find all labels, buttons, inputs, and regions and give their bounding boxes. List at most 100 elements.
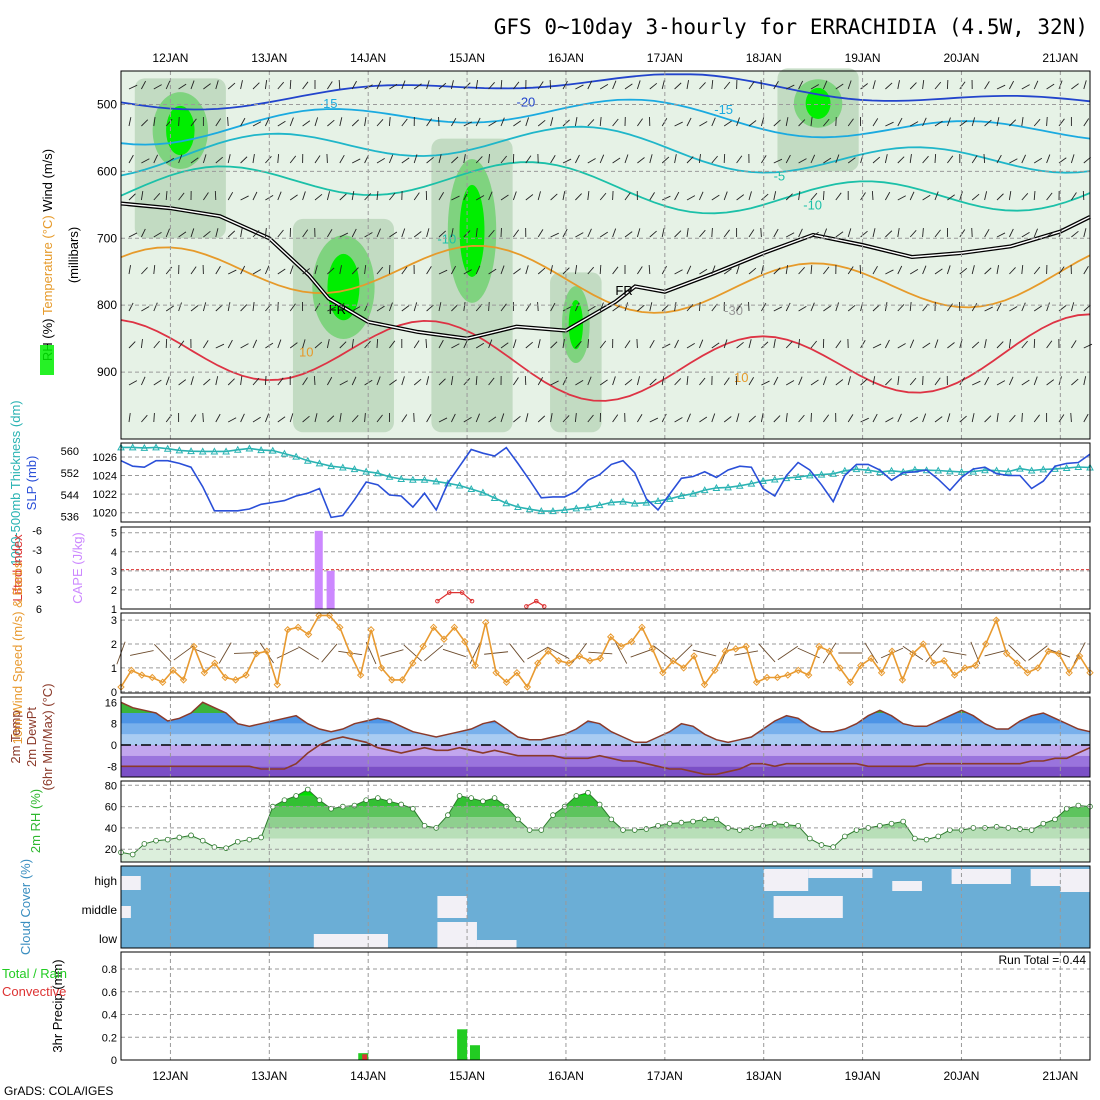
precip-ytick-4: 0.8 — [102, 964, 117, 976]
wind-barb — [736, 155, 743, 164]
wind-barb — [141, 158, 150, 164]
wind-barb — [686, 228, 689, 238]
wind-barb — [860, 230, 868, 238]
wind-barb — [140, 339, 143, 349]
wind-speed-point — [857, 661, 865, 670]
rh-point — [585, 789, 591, 796]
rh-point — [690, 818, 696, 825]
wind-barb — [686, 304, 694, 312]
wind-barb — [339, 117, 343, 127]
slp-frame — [120, 442, 1091, 523]
thickness-point — [689, 489, 697, 497]
cloud-ylabel-text: Cloud Cover (%) — [18, 859, 33, 955]
wind-barb — [488, 120, 497, 127]
cloud-clear-5 — [1060, 869, 1090, 892]
wind-barb — [723, 268, 732, 275]
wind-barb — [636, 80, 641, 90]
wind-barb — [525, 413, 529, 423]
wind-speed-point — [284, 626, 292, 634]
wind-barb — [822, 190, 825, 201]
wind-barb — [1021, 379, 1030, 386]
wind-barb — [1046, 231, 1055, 238]
wind-barb — [847, 157, 856, 164]
precip-total-bar-1 — [457, 1029, 468, 1060]
wind-barb — [1021, 340, 1028, 349]
wind-barb — [835, 83, 844, 90]
wind-barb — [847, 80, 852, 90]
temp-band-2 — [121, 745, 1090, 756]
wind-speed-point — [513, 668, 521, 677]
wind-barb — [984, 81, 990, 90]
cape-ytick-1: 2 — [111, 585, 117, 597]
wind-barb — [227, 191, 234, 201]
wind-speed-point — [669, 657, 677, 665]
rh-point — [1017, 826, 1023, 832]
wind-barb — [823, 305, 832, 312]
top-xtick-5: 17JAN — [647, 51, 683, 65]
wind-barb — [227, 230, 236, 238]
wind-barb — [413, 192, 420, 201]
wind-barb — [773, 415, 781, 423]
wind-barb — [215, 118, 222, 127]
wind-barb — [773, 306, 783, 312]
wind-barb — [637, 118, 643, 127]
wind-speed-point — [846, 678, 855, 686]
bottom-xtick-3: 15JAN — [449, 1069, 485, 1083]
thickness-point — [362, 467, 371, 475]
thickness-point — [549, 507, 557, 515]
slp-panel-bg — [121, 443, 1090, 522]
wind-barb — [327, 306, 336, 312]
wind-speed-point — [794, 666, 802, 675]
wind-barb — [996, 154, 1002, 164]
wind-barb — [872, 376, 876, 386]
cloud-panel: high middle low Cloud Cover (%) — [18, 859, 1091, 955]
wind-barb — [500, 194, 509, 201]
wind-barb — [488, 229, 495, 238]
slp-panel: 1020 1022 1024 1026 536 544 552 560 1000-500mb T… — [8, 400, 1094, 566]
wind-barb — [190, 305, 199, 312]
wind-barb — [860, 378, 868, 386]
rh-point — [666, 820, 673, 827]
wind-speed-point — [1055, 649, 1063, 658]
wind-barb — [537, 301, 539, 312]
wind-barb — [699, 229, 706, 238]
wind-barb — [500, 117, 505, 127]
wind-barb — [525, 117, 530, 127]
precip-ytick-1: 0.2 — [102, 1032, 117, 1044]
wind-barb — [1021, 154, 1027, 164]
wind-barb — [810, 302, 815, 312]
wind-barb — [562, 306, 572, 312]
wind-barb — [451, 265, 457, 275]
thickness-point — [163, 444, 172, 452]
wind-speed-point — [1013, 659, 1021, 667]
wind-barb — [884, 302, 888, 312]
wind-barb — [128, 84, 138, 90]
wind-barb — [203, 378, 211, 386]
wind-barb — [587, 305, 596, 312]
wind-barb — [376, 338, 379, 349]
wind-barb — [537, 415, 546, 423]
wind-barb — [1033, 266, 1041, 275]
temp-ylabel: 2m Temp 2m DewPt (6hr Min/Max) (°C) — [8, 683, 55, 790]
wind-barb — [413, 302, 418, 312]
wind-barb — [500, 155, 508, 164]
wind-speed-point — [752, 678, 761, 686]
wind-barb — [786, 84, 795, 90]
wind-barb — [823, 118, 830, 127]
wind-speed-point — [888, 647, 896, 655]
wind-barb — [227, 417, 237, 423]
wind-speed-point — [679, 664, 688, 672]
wind-barb — [475, 156, 483, 164]
wind-barb-10m — [130, 650, 154, 656]
wind-barb — [351, 158, 361, 164]
wind-barb — [425, 338, 428, 349]
cloud-clear-12 — [121, 876, 141, 890]
wind-barb — [426, 376, 430, 386]
wind-barb — [971, 155, 978, 164]
rh-point — [258, 834, 264, 841]
wind-barb — [909, 82, 917, 90]
wind-barb — [909, 339, 915, 349]
slp-line — [120, 446, 1091, 519]
thickness-point — [770, 475, 779, 483]
wind-barb — [388, 116, 391, 127]
